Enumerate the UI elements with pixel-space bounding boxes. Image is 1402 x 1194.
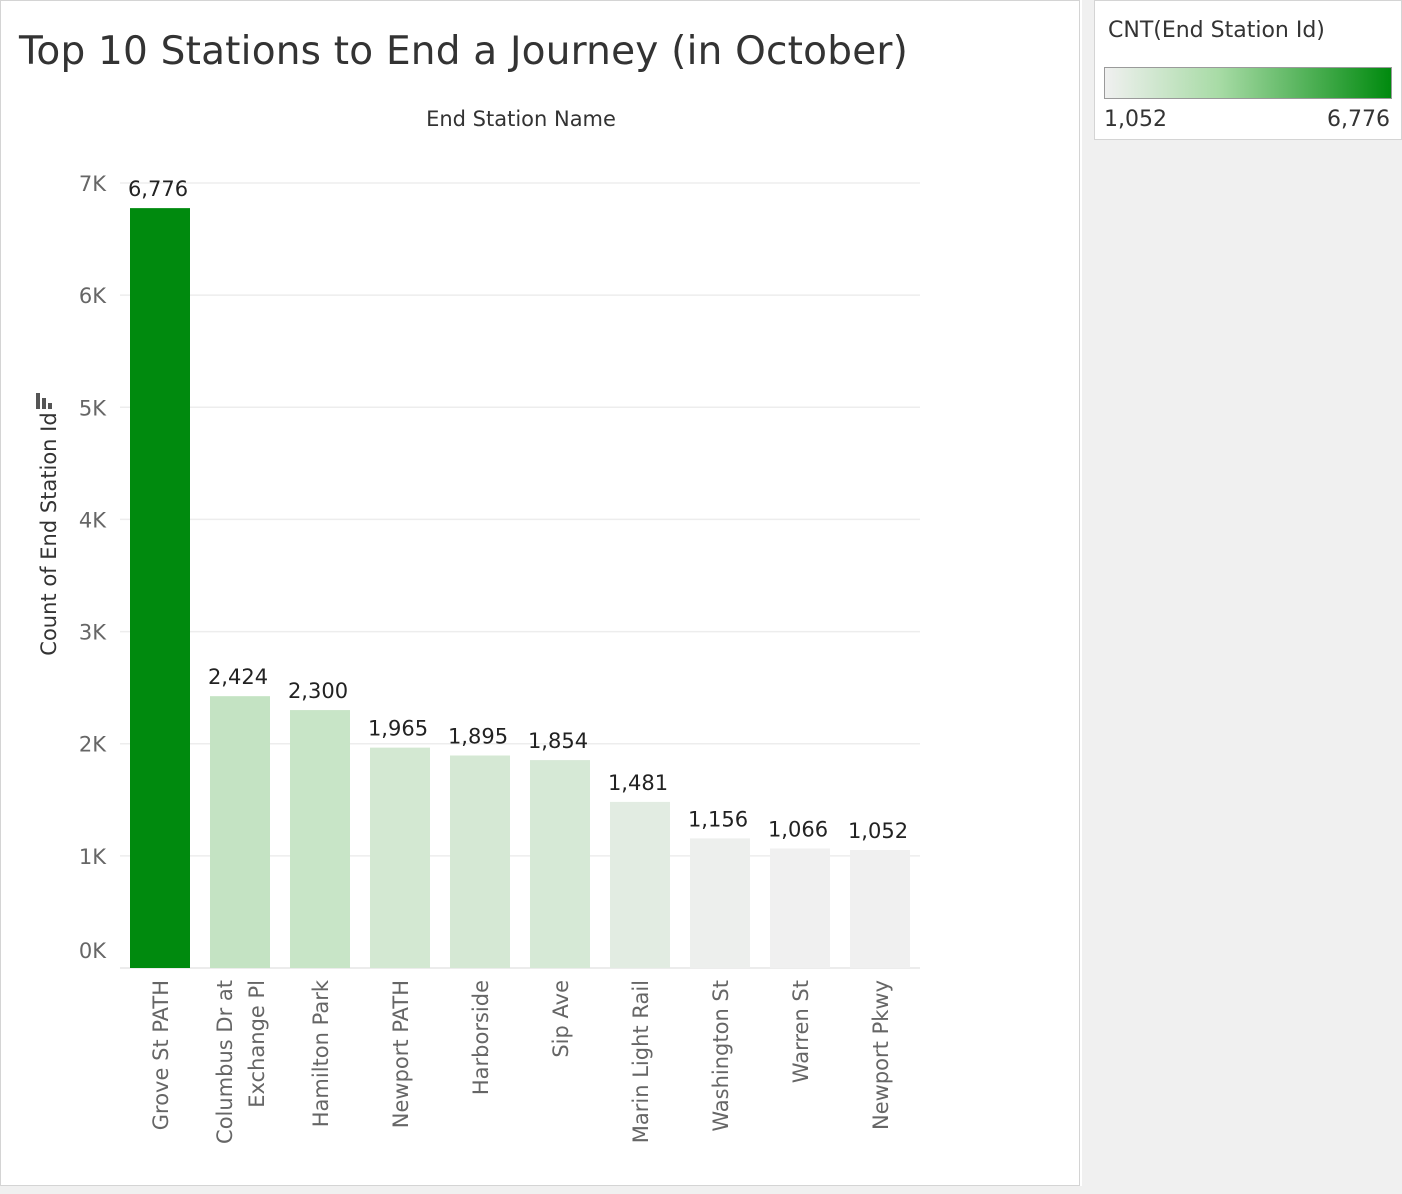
legend-sidebar (1082, 0, 1402, 1194)
bar-value-label: 1,156 (688, 807, 748, 831)
bar[interactable] (610, 801, 670, 968)
y-tick-label: 3K (79, 621, 107, 645)
bar[interactable] (130, 208, 190, 968)
y-tick-label: 1K (79, 845, 107, 869)
bar-value-label: 6,776 (128, 177, 188, 201)
x-category-label: Newport Pkwy (869, 980, 893, 1130)
x-category-label: Hamilton Park (309, 979, 333, 1127)
y-tick-label: 4K (79, 508, 107, 532)
bar[interactable] (450, 755, 510, 968)
bar[interactable] (210, 696, 270, 968)
sort-icon[interactable] (36, 393, 52, 409)
y-tick-label: 7K (79, 172, 107, 196)
bar-value-label: 2,424 (208, 665, 268, 689)
x-category-label: Grove St PATH (149, 980, 173, 1130)
bar[interactable] (850, 850, 910, 968)
legend-title: CNT(End Station Id) (1108, 18, 1325, 43)
bar-value-label: 1,895 (448, 724, 508, 748)
legend-min-label: 1,052 (1104, 107, 1167, 132)
y-tick-label: 2K (79, 733, 107, 757)
legend-max-label: 6,776 (1327, 107, 1390, 132)
x-category-label: Columbus Dr at (213, 980, 237, 1144)
bar[interactable] (770, 848, 830, 968)
x-category-label: Warren St (789, 980, 813, 1083)
bar[interactable] (530, 760, 590, 968)
x-axis-categories: Grove St PATH Columbus Dr at Exchange Pl Ha… (149, 979, 893, 1144)
legend-gradient-bar (1104, 67, 1392, 99)
x-category-label: Washington St (709, 980, 733, 1132)
bars (130, 208, 910, 968)
x-category-label: Sip Ave (549, 980, 573, 1058)
bar[interactable] (370, 747, 430, 968)
bar-value-label: 2,300 (288, 679, 348, 703)
bar[interactable] (690, 838, 750, 968)
bar-value-label: 1,066 (768, 817, 828, 841)
x-category-label: Marin Light Rail (629, 980, 653, 1143)
color-legend[interactable]: CNT(End Station Id) 1,052 6,776 (1094, 0, 1402, 140)
bar-value-label: 1,854 (528, 729, 588, 753)
bottom-strip (0, 1186, 1082, 1194)
bar[interactable] (290, 710, 350, 968)
y-tick-label: 0K (79, 939, 107, 963)
bar-chart: 0K 1K 2K 3K 4K 5K 6K 7K Grove St PATH Columbus D… (36, 107, 920, 1144)
y-axis-ticks: 0K 1K 2K 3K 4K 5K 6K 7K (79, 172, 107, 963)
page-title: Top 10 Stations to End a Journey (in Oct… (19, 29, 909, 74)
x-category-label: Harborside (469, 980, 493, 1095)
bar-value-label: 1,052 (848, 819, 908, 843)
y-axis-title: Count of End Station Id (37, 412, 61, 655)
x-category-label: Exchange Pl (245, 980, 269, 1108)
y-tick-label: 5K (79, 396, 107, 420)
bar-value-label: 1,481 (608, 771, 668, 795)
y-tick-label: 6K (79, 284, 107, 308)
data-labels: 6,776 2,424 2,300 1,965 1,895 1,854 1,481 1,156… (128, 177, 908, 843)
x-axis-title: End Station Name (426, 107, 616, 131)
bar-value-label: 1,965 (368, 717, 428, 741)
x-category-label: Newport PATH (389, 980, 413, 1128)
